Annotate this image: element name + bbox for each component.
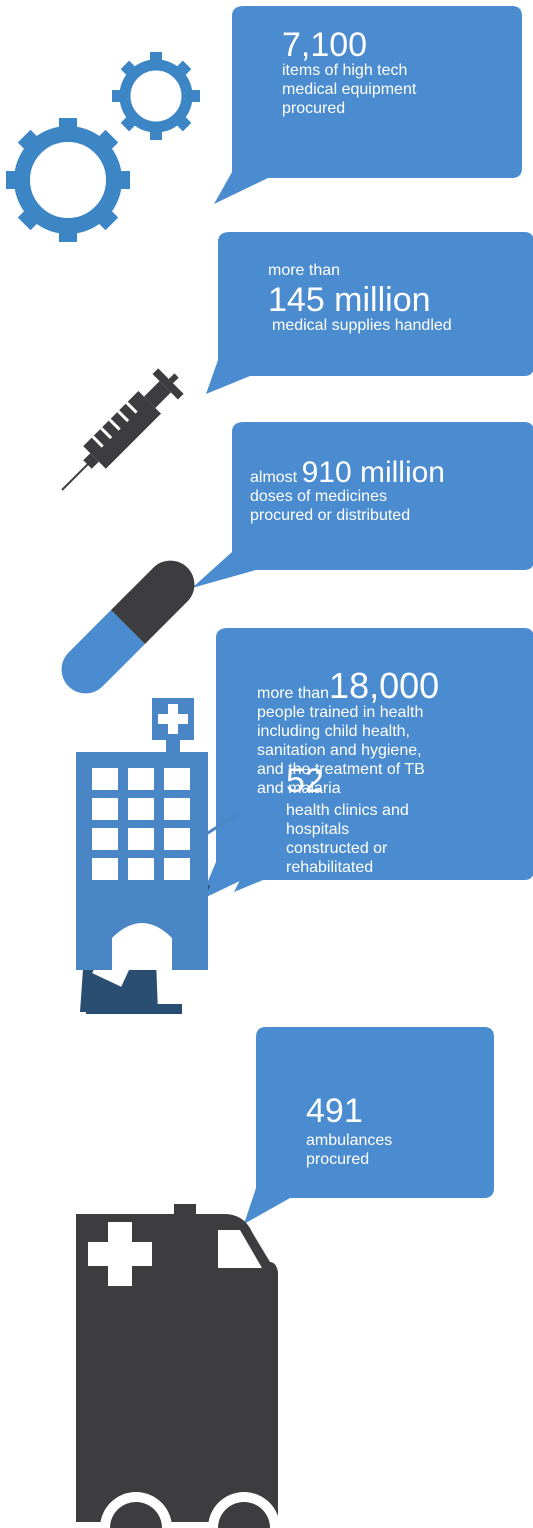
stat-clinics: 52 health clinics and hospitals construc… bbox=[286, 764, 409, 878]
stat-training-line-1: people trained in health bbox=[257, 704, 424, 721]
stat-training-prefix: more than bbox=[257, 685, 330, 702]
bubble-ambulances bbox=[244, 1027, 494, 1224]
stat-ambulances-value: 491 bbox=[306, 1092, 363, 1130]
stat-equipment: 7,100 items of high tech medical equipme… bbox=[282, 28, 416, 119]
stat-clinics-line-4: rehabilitated bbox=[286, 858, 374, 876]
stat-equipment-value: 7,100 bbox=[282, 26, 368, 64]
bubble-equipment bbox=[214, 6, 522, 204]
stat-medicines-value: 910 million bbox=[301, 456, 445, 489]
stat-ambulances: 491 ambulances procured bbox=[306, 1094, 392, 1170]
stat-supplies: more than 145 million medical supplies h… bbox=[268, 262, 452, 336]
stat-training-value: 18,000 bbox=[329, 665, 440, 706]
ambulance-icon bbox=[76, 1204, 280, 1528]
stat-supplies-value: 145 million bbox=[268, 280, 431, 319]
bubble-supplies bbox=[206, 232, 533, 394]
stat-supplies-line-1: medical supplies handled bbox=[272, 316, 452, 334]
stat-medicines-line-1: doses of medicines bbox=[250, 488, 387, 505]
stat-medicines-prefix: almost bbox=[250, 469, 298, 486]
stat-medicines-line-2: procured or distributed bbox=[250, 506, 411, 524]
stat-training: more than18,000 people trained in health… bbox=[257, 668, 439, 798]
stat-training-line-4: and the treatment of TB bbox=[257, 760, 425, 778]
bubble-clinics bbox=[234, 741, 512, 892]
stat-ambulances-line-1: ambulances bbox=[306, 1132, 393, 1149]
stat-clinics-line-2: hospitals bbox=[286, 820, 350, 838]
stat-clinics-line-3: constructed or bbox=[286, 839, 388, 857]
gears-icon bbox=[6, 52, 200, 242]
stat-training-line-2: including child health, bbox=[257, 722, 410, 740]
hospital-icon bbox=[76, 698, 208, 970]
bubble-medicines bbox=[192, 422, 533, 588]
stat-training-line-5: and malaria bbox=[257, 779, 341, 797]
syringe-icon bbox=[61, 368, 184, 491]
pill-icon bbox=[61, 560, 195, 694]
stat-clinics-line-1: health clinics and bbox=[286, 802, 409, 819]
stat-equipment-line-2: medical equipment bbox=[282, 80, 417, 98]
stat-equipment-line-3: procured bbox=[282, 99, 346, 117]
stat-equipment-line-1: items of high tech bbox=[282, 62, 408, 79]
stat-medicines: almost 910 million doses of medicines pr… bbox=[250, 458, 445, 526]
stat-supplies-prefix: more than bbox=[268, 262, 341, 279]
stat-clinics-value: 52 bbox=[286, 762, 324, 800]
stat-training-line-3: sanitation and hygiene, bbox=[257, 741, 422, 759]
stat-ambulances-line-2: procured bbox=[306, 1150, 370, 1168]
